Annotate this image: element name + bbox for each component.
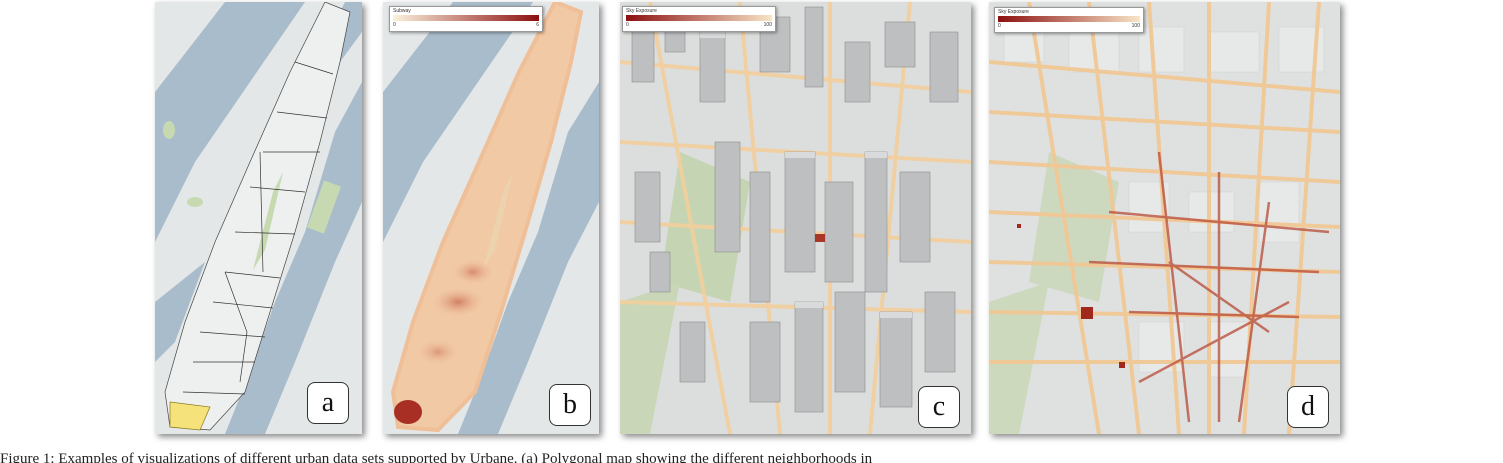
panel-label: b <box>549 384 591 426</box>
subway-heatmap <box>383 2 599 434</box>
map-panel-neighborhoods[interactable]: a <box>155 2 362 434</box>
legend-min: 0 <box>626 22 629 28</box>
legend-max: 6 <box>536 22 539 28</box>
legend-subway: Subway 0 6 <box>389 6 543 32</box>
figure-caption: Figure 1: Examples of visualizations of … <box>0 452 873 463</box>
map-panel-sky-exposure-streets[interactable]: Sky Exposure 0 100 d <box>989 2 1340 434</box>
legend-max: 100 <box>1131 23 1140 29</box>
legend-sky-exposure: Sky Exposure 0 100 <box>622 6 776 32</box>
legend-sky-exposure: Sky Exposure 0 100 <box>994 7 1144 33</box>
sky-exposure-3d-map <box>620 2 971 434</box>
map-panel-sky-exposure-3d[interactable]: Sky Exposure 0 100 c <box>620 2 971 434</box>
legend-min: 0 <box>393 22 396 28</box>
legend-color-bar <box>393 15 539 21</box>
legend-color-bar <box>998 16 1140 22</box>
panel-label: c <box>918 386 960 428</box>
neighborhood-map <box>155 2 362 434</box>
map-panel-subway[interactable]: Subway 0 6 b <box>383 2 599 434</box>
legend-min: 0 <box>998 23 1001 29</box>
legend-title: Subway <box>393 8 411 14</box>
panel-label: d <box>1287 386 1329 428</box>
legend-title: Sky Exposure <box>626 8 657 14</box>
legend-max: 100 <box>763 22 772 28</box>
panel-label: a <box>307 382 349 424</box>
sky-exposure-street-map <box>989 2 1340 434</box>
legend-color-bar <box>626 15 772 21</box>
legend-title: Sky Exposure <box>998 9 1029 15</box>
